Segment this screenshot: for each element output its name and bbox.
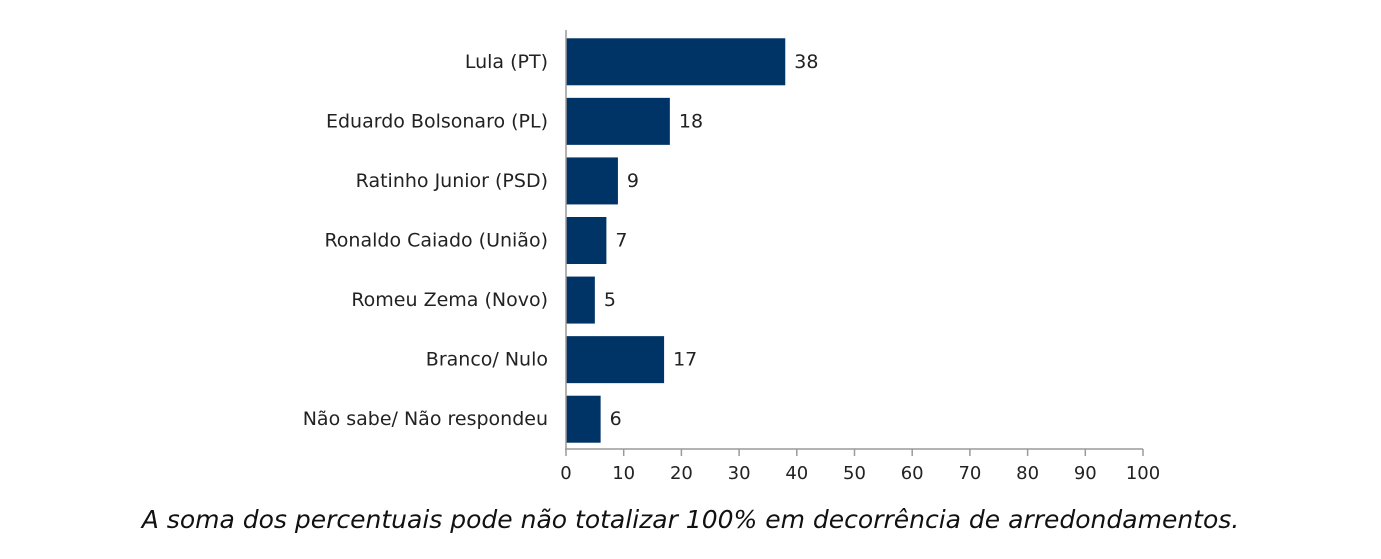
category-label-lula-pt: Lula (PT) — [465, 51, 548, 73]
bar-ratinho-junior-psd — [566, 157, 618, 205]
data-label-ronaldo-caiado-uniao: 7 — [615, 230, 627, 252]
x-tick-label-10: 10 — [612, 463, 635, 484]
x-tick-label-100: 100 — [1126, 463, 1160, 484]
x-tick-label-80: 80 — [1016, 463, 1039, 484]
bars-group: Lula (PT) 38 Eduardo Bolsonaro (PL) 18 Ratin… — [303, 38, 818, 443]
x-tick-label-30: 30 — [728, 463, 751, 484]
category-label-ratinho-junior-psd: Ratinho Junior (PSD) — [356, 170, 548, 192]
x-tick-label-90: 90 — [1074, 463, 1097, 484]
category-label-eduardo-bolsonaro-pl: Eduardo Bolsonaro (PL) — [326, 110, 548, 132]
data-label-ratinho-junior-psd: 9 — [627, 170, 639, 192]
bar-eduardo-bolsonaro-pl — [566, 97, 670, 145]
data-label-lula-pt: 38 — [794, 51, 818, 73]
data-label-branco-nulo: 17 — [673, 349, 697, 371]
bar-lula-pt — [566, 38, 786, 86]
x-tick-label-50: 50 — [843, 463, 866, 484]
category-label-romeu-zema-novo: Romeu Zema (Novo) — [351, 289, 548, 311]
data-label-eduardo-bolsonaro-pl: 18 — [679, 110, 703, 132]
bar-chart: Lula (PT) 38 Eduardo Bolsonaro (PL) 18 Ratin… — [303, 30, 1160, 484]
data-label-nao-sabe-nao-respondeu: 6 — [610, 408, 622, 430]
x-tick-label-40: 40 — [785, 463, 808, 484]
x-axis: 0 10 20 30 40 50 60 70 80 90 100 — [560, 30, 1160, 484]
data-label-romeu-zema-novo: 5 — [604, 289, 616, 311]
bar-branco-nulo — [566, 336, 665, 384]
category-label-branco-nulo: Branco/ Nulo — [426, 349, 548, 371]
x-tick-label-60: 60 — [901, 463, 924, 484]
footnote: A soma dos percentuais pode não totaliza… — [141, 505, 1240, 534]
bar-ronaldo-caiado-uniao — [566, 217, 607, 264]
bar-romeu-zema-novo — [566, 276, 595, 324]
category-label-nao-sabe-nao-respondeu: Não sabe/ Não respondeu — [303, 408, 548, 430]
category-label-ronaldo-caiado-uniao: Ronaldo Caiado (União) — [324, 230, 548, 252]
x-tick-label-0: 0 — [560, 463, 571, 484]
bar-nao-sabe-nao-respondeu — [566, 395, 601, 443]
x-tick-label-70: 70 — [958, 463, 981, 484]
x-tick-label-20: 20 — [670, 463, 693, 484]
